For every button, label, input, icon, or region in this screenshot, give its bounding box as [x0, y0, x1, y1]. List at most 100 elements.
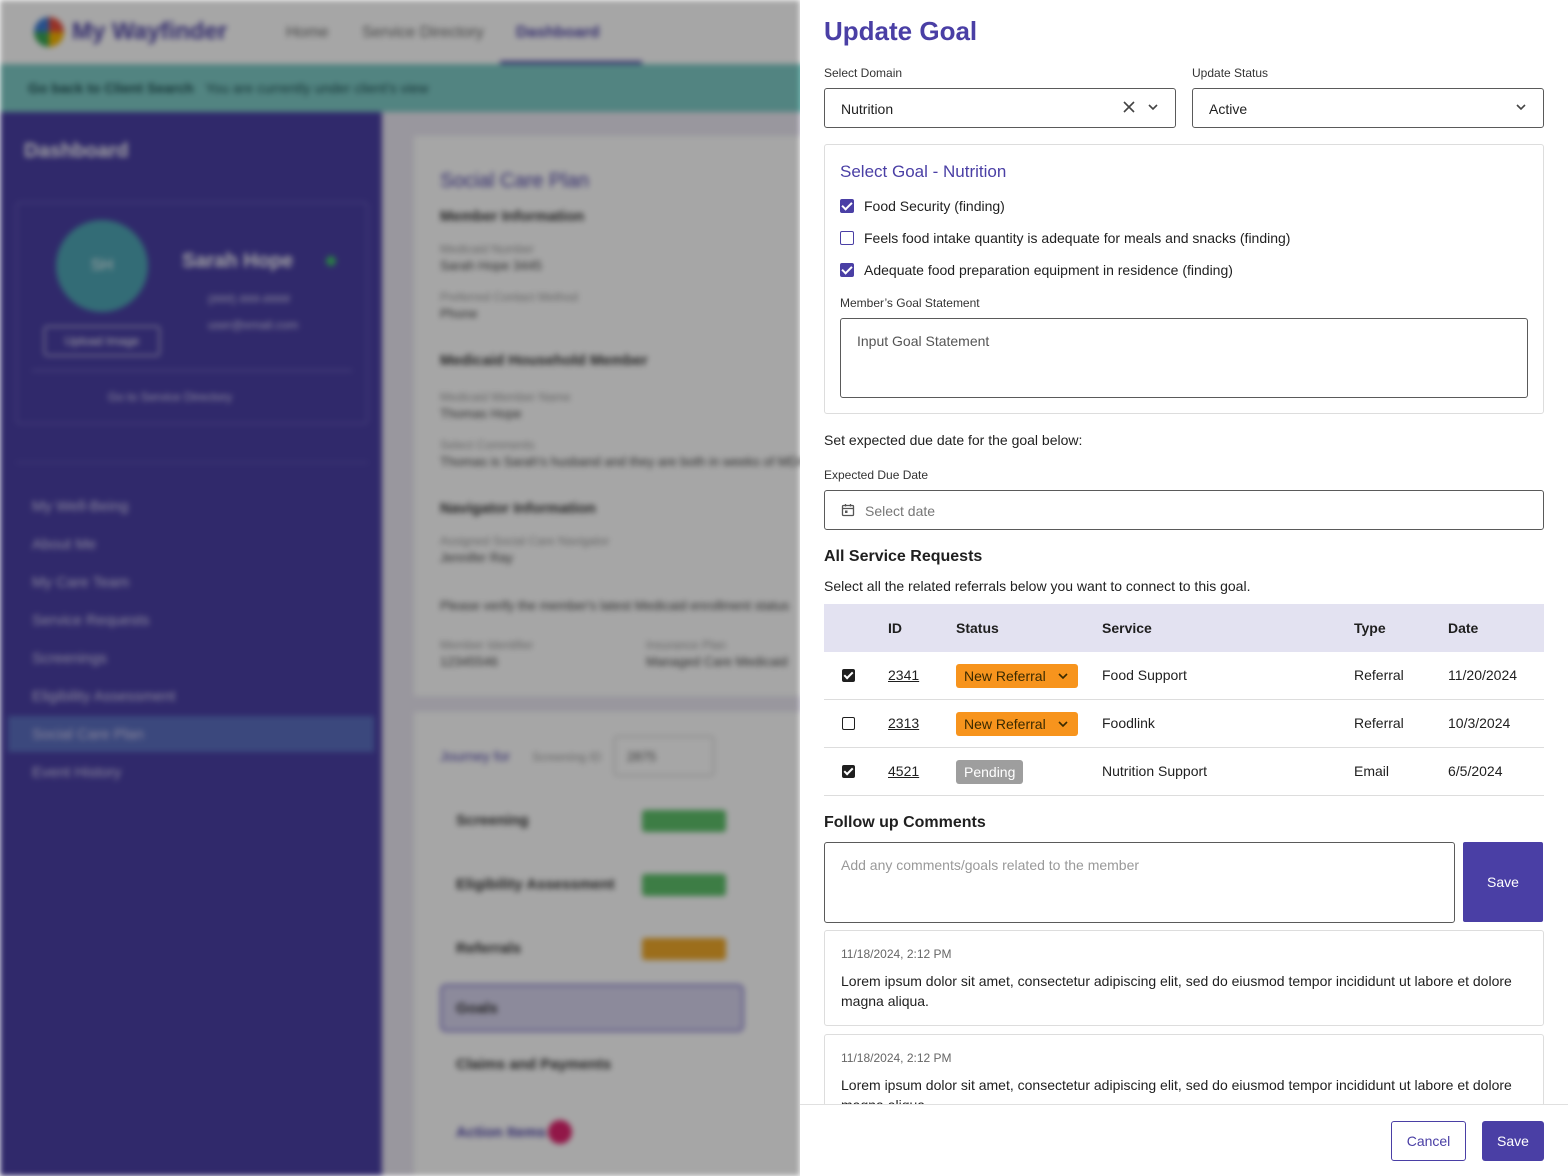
save-comment-button[interactable]: Save — [1463, 842, 1543, 922]
table-row: 2341 New Referral Food Support Referral … — [824, 652, 1544, 700]
journey-step-screening: Screening — [456, 812, 529, 829]
due-date-label: Expected Due Date — [824, 468, 929, 482]
goal-option-label: Feels food intake quantity is adequate f… — [864, 230, 1291, 246]
sidebar-item-care-team[interactable]: My Care Team — [32, 574, 130, 591]
goal-statement-input[interactable]: Input Goal Statement — [840, 318, 1528, 398]
row-checkbox[interactable] — [842, 765, 855, 778]
sidebar-item-social-care-plan[interactable]: Social Care Plan — [32, 726, 144, 743]
service-requests-table: ID Status Service Type Date 2341 New Ref… — [824, 604, 1544, 796]
sidebar-item-eligibility[interactable]: Eligibility Assessment — [32, 688, 176, 705]
row-checkbox[interactable] — [842, 669, 855, 682]
row-checkbox[interactable] — [842, 717, 855, 730]
due-date-hint: Set expected due date for the goal below… — [824, 432, 1083, 448]
banner-text: Go back to Client Search You are current… — [28, 80, 429, 96]
sidebar-item-about-me[interactable]: About Me — [32, 536, 97, 553]
checkbox-unchecked[interactable] — [840, 231, 854, 245]
status-label: Update Status — [1192, 66, 1269, 80]
request-date: 6/5/2024 — [1448, 763, 1503, 779]
followup-placeholder: Add any comments/goals related to the me… — [841, 857, 1140, 873]
journey-step-goals-highlight — [440, 984, 744, 1032]
drawer-footer: Cancel Save — [800, 1104, 1568, 1176]
plan-value: Managed Care Medicaid — [646, 654, 788, 669]
status-value: Active — [1209, 101, 1248, 117]
household-name-label: Medicaid Member Name — [440, 390, 571, 404]
followup-title: Follow up Comments — [824, 814, 986, 831]
profile-phone: (###) ###-#### — [208, 292, 291, 306]
domain-value: Nutrition — [841, 101, 894, 117]
chevron-down-icon[interactable] — [1145, 99, 1161, 115]
nav-dashboard[interactable]: Dashboard — [516, 24, 600, 41]
avatar: SH — [56, 220, 148, 312]
service-name: Food Support — [1102, 667, 1187, 683]
back-to-search-link[interactable]: Go back to Client Search — [28, 80, 194, 96]
request-id-link[interactable]: 2341 — [888, 667, 920, 683]
modal-overlay[interactable] — [0, 0, 800, 1176]
sidebar-title: Dashboard — [24, 140, 129, 162]
sidebar-item-screenings[interactable]: Screenings — [32, 650, 108, 667]
comments-value: Thomas is Sarah's husband and they are b… — [440, 454, 807, 469]
checkbox-checked[interactable] — [840, 199, 854, 213]
cancel-button[interactable]: Cancel — [1391, 1121, 1466, 1161]
request-type: Referral — [1354, 667, 1404, 683]
sidebar-item-well-being[interactable]: My Well-Being — [32, 498, 129, 515]
comment-text: Lorem ipsum dolor sit amet, consectetur … — [841, 1077, 1512, 1104]
journey-step-goals: Goals — [456, 1000, 498, 1017]
table-header: ID Status Service Type Date — [824, 604, 1544, 652]
sidebar-active-highlight — [8, 716, 374, 752]
status-dropdown[interactable]: New Referral — [956, 664, 1078, 688]
medicaid-number: Sarah Hope 3445 — [440, 258, 542, 273]
goal-selection-box — [824, 144, 1544, 414]
navigator-label: Assigned Social Care Navigator — [440, 534, 610, 548]
col-id: ID — [888, 620, 902, 636]
navigator-heading: Navigator Information — [440, 500, 596, 517]
status-badge — [642, 810, 726, 832]
calendar-icon — [841, 504, 855, 517]
service-requests-title: All Service Requests — [824, 548, 983, 565]
goal-option[interactable]: Adequate food preparation equipment in r… — [840, 260, 1233, 280]
comments-list[interactable]: 11/18/2024, 2:12 PM Lorem ipsum dolor si… — [824, 930, 1544, 1104]
table-row: 4521 Pending Nutrition Support Email 6/5… — [824, 748, 1544, 796]
sidebar-item-event-history[interactable]: Event History — [32, 764, 122, 781]
due-date-input[interactable]: Select date — [824, 490, 1544, 530]
clear-icon[interactable] — [1121, 99, 1137, 115]
domain-select[interactable]: Nutrition — [824, 88, 1176, 128]
journey-step-eligibility: Eligibility Assessment — [456, 876, 615, 893]
contact-method-label: Preferred Contact Method — [440, 290, 579, 304]
service-name: Nutrition Support — [1102, 763, 1208, 779]
request-id-link[interactable]: 4521 — [888, 763, 920, 779]
update-goal-drawer: Update Goal Select Domain Nutrition Upda… — [800, 0, 1568, 1176]
contact-method: Phone — [440, 306, 478, 321]
status-select[interactable]: Active — [1192, 88, 1544, 128]
nav-service-directory[interactable]: Service Directory — [362, 24, 484, 41]
goal-option[interactable]: Feels food intake quantity is adequate f… — [840, 228, 1290, 248]
verify-text: Please verify the member's latest Medica… — [440, 598, 790, 613]
status-text: New Referral — [964, 668, 1046, 684]
navigator-value: Jennifer Ray — [440, 550, 513, 565]
goal-option[interactable]: Food Security (finding) — [840, 196, 1005, 216]
request-type: Referral — [1354, 715, 1404, 731]
followup-comment-input[interactable]: Add any comments/goals related to the me… — [824, 842, 1455, 923]
medicaid-number-label: Medicaid Number — [440, 242, 535, 256]
profile-card — [16, 202, 368, 424]
action-items-link[interactable]: Action Items — [456, 1124, 547, 1141]
comments-label: Select Comments — [440, 438, 535, 452]
profile-divider — [32, 370, 352, 371]
journey-step-referrals: Referrals — [456, 940, 522, 957]
screening-id-select[interactable]: 2875 — [614, 736, 714, 776]
upload-image-button[interactable]: Upload Image — [44, 326, 160, 356]
comment-card: 11/18/2024, 2:12 PM Lorem ipsum dolor si… — [824, 1034, 1544, 1104]
journey-step-claims: Claims and Payments — [456, 1056, 612, 1073]
save-button[interactable]: Save — [1482, 1121, 1544, 1161]
goto-service-directory-link[interactable]: Go to Service Directory — [108, 390, 233, 404]
request-date: 10/3/2024 — [1448, 715, 1511, 731]
journey-title: Journey for — [440, 748, 511, 764]
nav-home[interactable]: Home — [286, 24, 329, 41]
sidebar-item-service-requests[interactable]: Service Requests — [32, 612, 150, 629]
checkbox-checked[interactable] — [840, 263, 854, 277]
request-id-link[interactable]: 2313 — [888, 715, 920, 731]
notification-badge — [548, 1120, 572, 1144]
chevron-down-icon[interactable] — [1513, 99, 1529, 115]
status-dropdown[interactable]: New Referral — [956, 712, 1078, 736]
col-date: Date — [1448, 620, 1479, 636]
due-date-placeholder: Select date — [865, 503, 936, 519]
